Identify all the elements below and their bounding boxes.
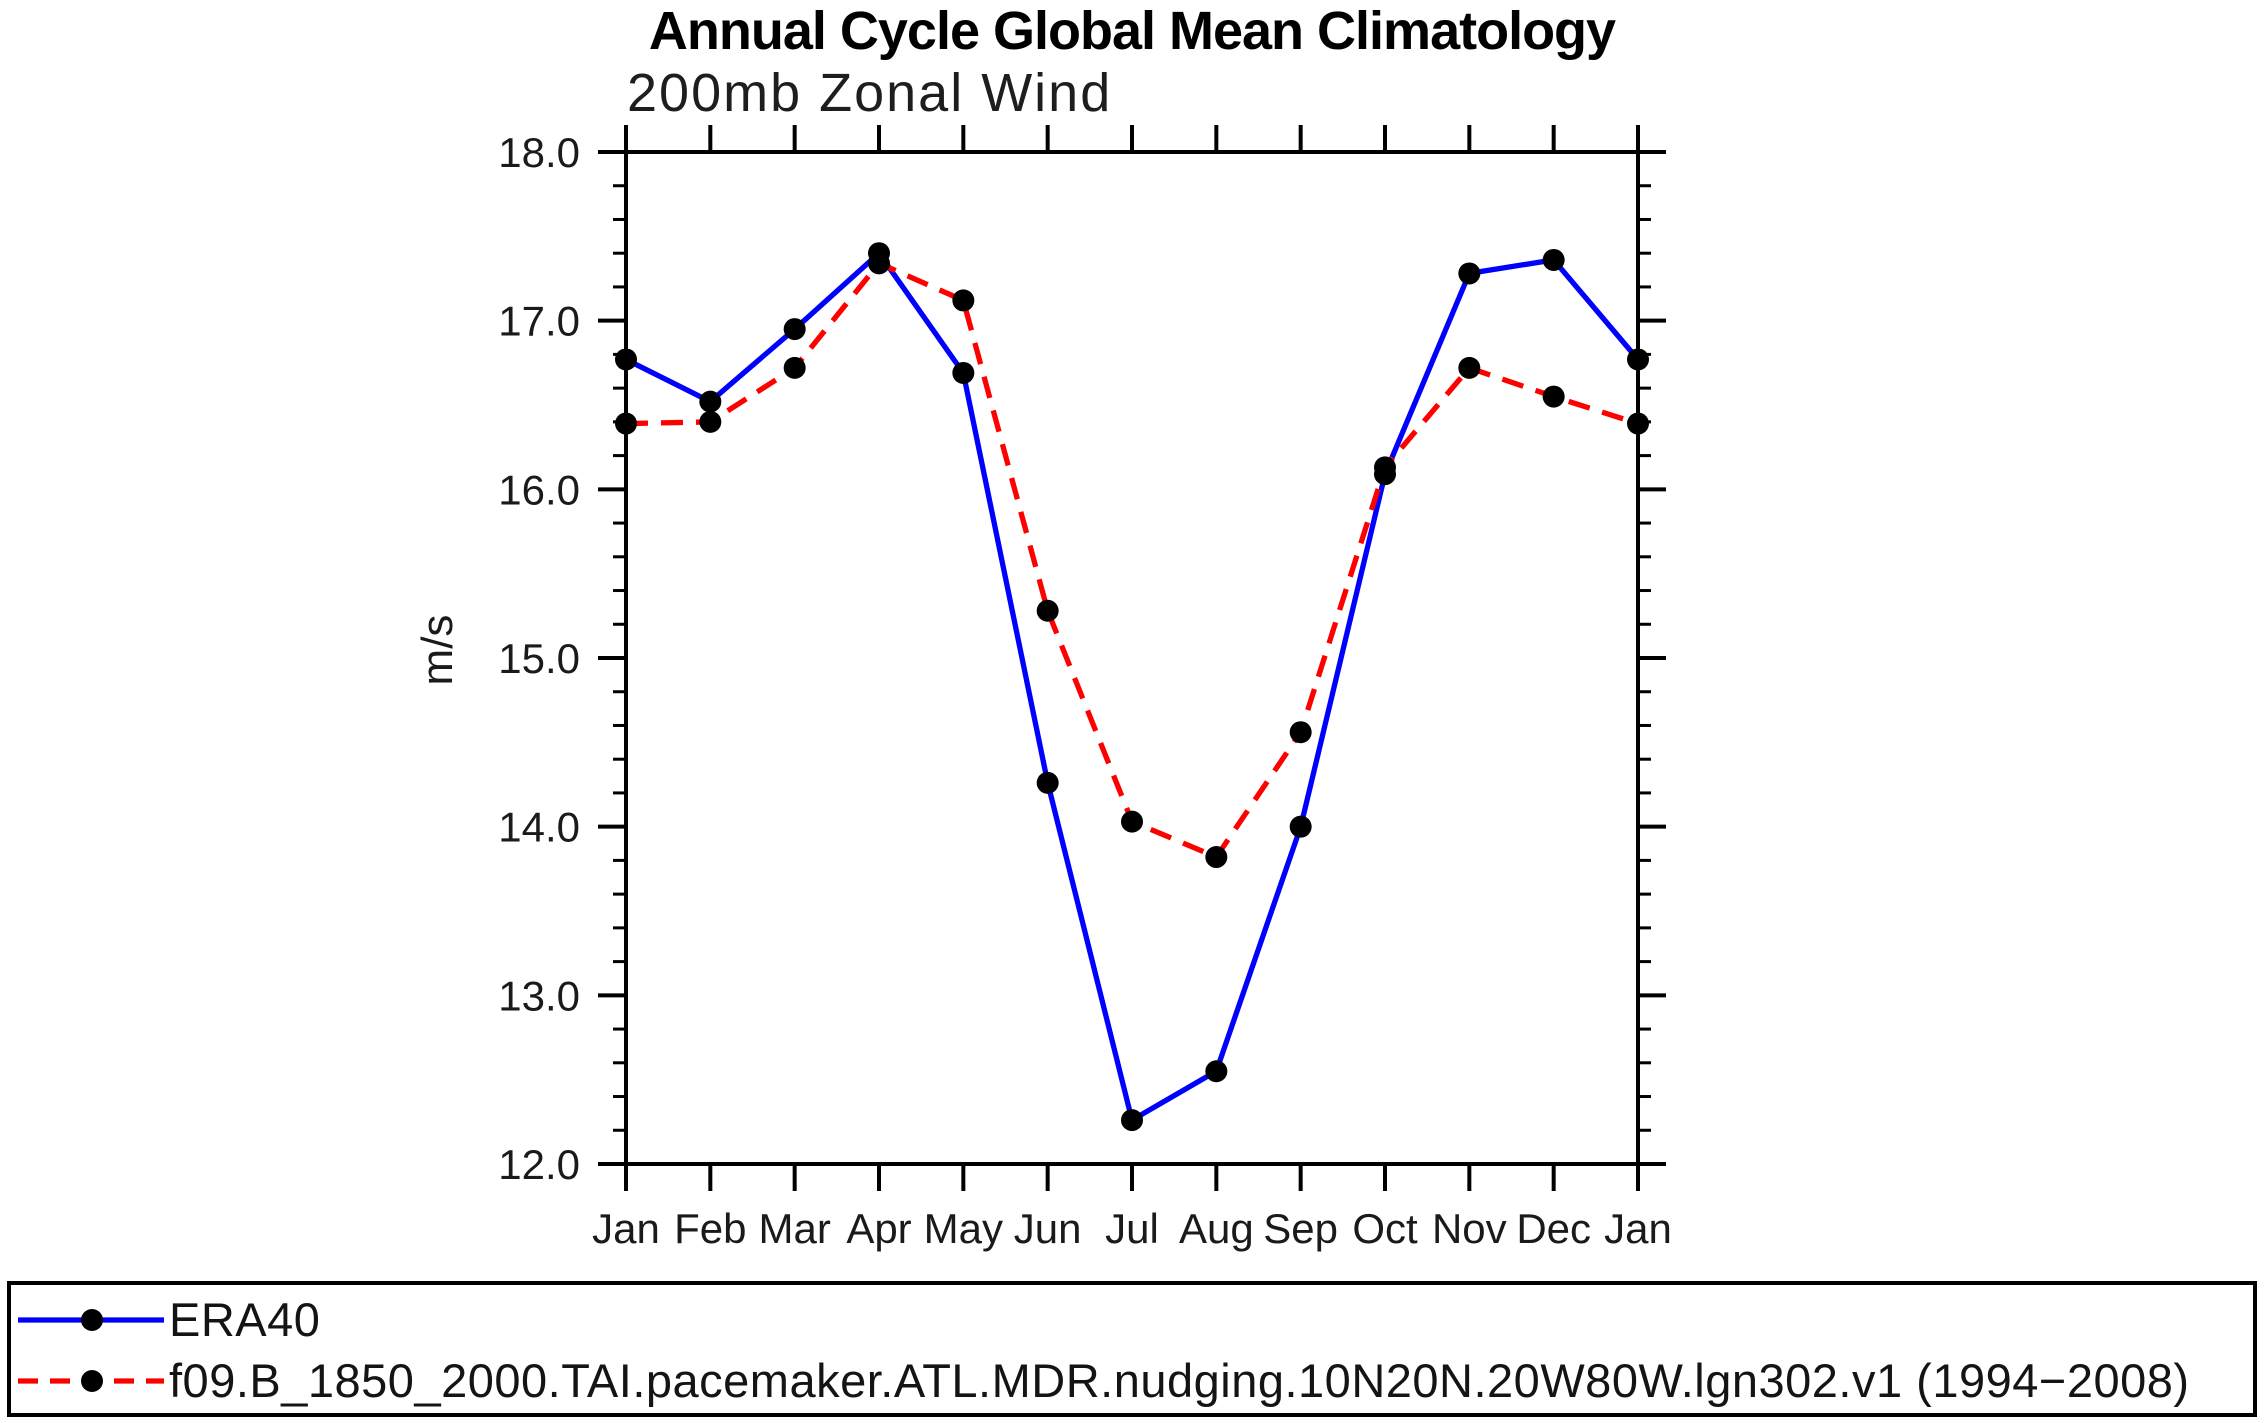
y-tick-label: 14.0 (498, 804, 580, 851)
y-axis-title: m/s (413, 615, 462, 686)
series-line-1 (625, 260, 1639, 860)
y-tick-label: 18.0 (498, 129, 580, 176)
x-tick-label: Feb (674, 1205, 746, 1252)
y-tick-label: 16.0 (498, 466, 580, 513)
x-tick-label: Aug (1179, 1205, 1254, 1252)
y-tick-label: 15.0 (498, 635, 580, 682)
x-tick-label: Sep (1263, 1205, 1338, 1252)
series-line-0 (624, 250, 1641, 1123)
x-tick-label: Dec (1516, 1205, 1591, 1252)
x-tick-label: Mar (758, 1205, 830, 1252)
series-markers-0 (615, 242, 1649, 1132)
legend-item-era40: ERA40 (16, 1289, 2253, 1350)
x-tick-label: Apr (846, 1205, 911, 1252)
x-tick-label: Jan (1604, 1205, 1672, 1252)
x-tick-label: Jun (1014, 1205, 1082, 1252)
legend-item-model: f09.B_1850_2000.TAI.pacemaker.ATL.MDR.nu… (16, 1350, 2253, 1411)
legend-line-sample-era40 (18, 1308, 164, 1331)
legend: ERA40 f09.B_1850_2000.TAI.pacemaker.ATL.… (7, 1281, 2257, 1417)
chart-subtitle: 200mb Zonal Wind (627, 63, 1113, 123)
x-tick-label: Oct (1352, 1205, 1418, 1252)
chart-title: Annual Cycle Global Mean Climatology (648, 1, 1616, 61)
x-tick-label: Jul (1105, 1205, 1159, 1252)
y-tick-label: 12.0 (498, 1141, 580, 1188)
legend-line-sample-model (18, 1369, 164, 1392)
y-tick-label: 17.0 (498, 298, 580, 345)
y-tick-label: 13.0 (498, 972, 580, 1019)
x-tick-label: Jan (592, 1205, 660, 1252)
y-axis: 12.0 13.0 14.0 15.0 16.0 17.0 18.0 (498, 129, 1666, 1188)
legend-label-model: f09.B_1850_2000.TAI.pacemaker.ATL.MDR.nu… (169, 1354, 2190, 1407)
plot-frame (624, 125, 1640, 1166)
series-markers-1 (615, 252, 1649, 869)
x-tick-label: Nov (1432, 1205, 1507, 1252)
x-tick-label: May (924, 1205, 1003, 1252)
plot-area: Jan Feb Mar Apr May Jun Jul Aug Sep Oct Nov Dec Jan 1… (413, 125, 1672, 1252)
legend-label-era40: ERA40 (169, 1293, 321, 1346)
x-axis: Jan Feb Mar Apr May Jun Jul Aug Sep Oct Nov Dec Jan (592, 125, 1672, 1252)
